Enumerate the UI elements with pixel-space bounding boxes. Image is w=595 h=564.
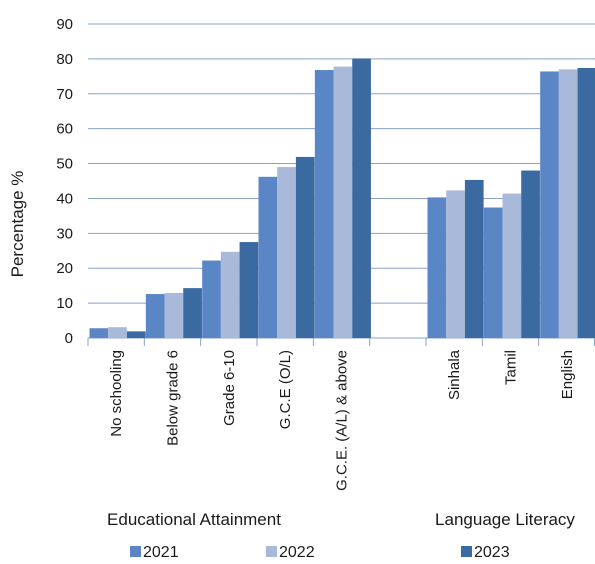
y-tick-label: 60 <box>56 121 73 138</box>
bar-2022-english <box>558 69 578 338</box>
bar-2023-sinhala <box>464 179 484 338</box>
bar-2021-g-c-e-o-l <box>258 176 278 338</box>
legend-label-2022: 2022 <box>279 544 315 561</box>
bar-2021-below-grade-6 <box>145 294 165 338</box>
bar-2022-g-c-e-o-l <box>277 167 296 338</box>
y-tick-label: 30 <box>56 225 73 242</box>
bar-2022-g-c-e-a-l-above <box>333 66 353 338</box>
group-label-educational-attainment: Educational Attainment <box>107 510 281 529</box>
bar-2021-english <box>540 71 559 339</box>
y-tick-label: 80 <box>56 51 73 68</box>
bar-2023-grade-6-10 <box>239 242 259 338</box>
bar-2023-tamil <box>521 170 540 338</box>
category-label-g-c-e-a-l-above: G.C.E. (A/L) & above <box>334 350 351 491</box>
y-axis-ticks: 0 10 20 30 40 50 60 70 80 90 <box>56 16 73 347</box>
bar-2022-tamil <box>502 193 522 338</box>
legend: 2021 2022 2023 <box>130 544 510 561</box>
y-tick-label: 20 <box>56 260 73 277</box>
bar-2021-sinhala <box>427 197 447 338</box>
bar-2023-english <box>577 67 595 339</box>
legend-label-2021: 2021 <box>143 544 179 561</box>
legend-label-2023: 2023 <box>474 544 510 561</box>
bar-2022-grade-6-10 <box>220 251 240 338</box>
group-label-language-literacy: Language Literacy <box>435 510 575 529</box>
category-label-tamil: Tamil <box>503 350 520 385</box>
bar-2022-no-schooling <box>108 327 127 338</box>
bar-2021-tamil <box>483 207 503 338</box>
bar-2023-no-schooling <box>126 331 146 338</box>
y-tick-label: 90 <box>56 16 73 33</box>
bars <box>89 58 595 339</box>
legend-swatch-2022 <box>266 546 277 557</box>
category-label-grade-6-10: Grade 6-10 <box>221 350 238 426</box>
category-labels: No schooling Below grade 6 Grade 6-10 G.C.E… <box>108 349 576 491</box>
bar-2023-g-c-e-o-l <box>295 156 315 338</box>
category-label-sinhala: Sinhala <box>446 349 463 400</box>
y-tick-label: 0 <box>65 330 73 347</box>
y-axis-label: Percentage % <box>8 171 27 278</box>
bar-2023-below-grade-6 <box>183 288 202 338</box>
y-tick-label: 70 <box>56 86 73 103</box>
category-label-no-schooling: No schooling <box>108 350 125 437</box>
category-label-english: English <box>559 350 576 399</box>
category-label-below-grade-6: Below grade 6 <box>165 350 182 446</box>
y-tick-label: 10 <box>56 295 73 312</box>
y-tick-label: 50 <box>56 156 73 173</box>
category-label-g-c-e-o-l: G.C.E (O/L) <box>277 350 294 429</box>
bar-2022-below-grade-6 <box>164 292 184 338</box>
y-tick-label: 40 <box>56 190 73 207</box>
bar-2021-no-schooling <box>89 328 109 338</box>
bar-2021-g-c-e-a-l-above <box>314 70 334 338</box>
bar-2023-g-c-e-a-l-above <box>352 58 371 338</box>
bar-2022-sinhala <box>446 190 465 338</box>
legend-swatch-2023 <box>461 546 472 557</box>
bar-2021-grade-6-10 <box>202 260 221 338</box>
legend-swatch-2021 <box>130 546 141 557</box>
